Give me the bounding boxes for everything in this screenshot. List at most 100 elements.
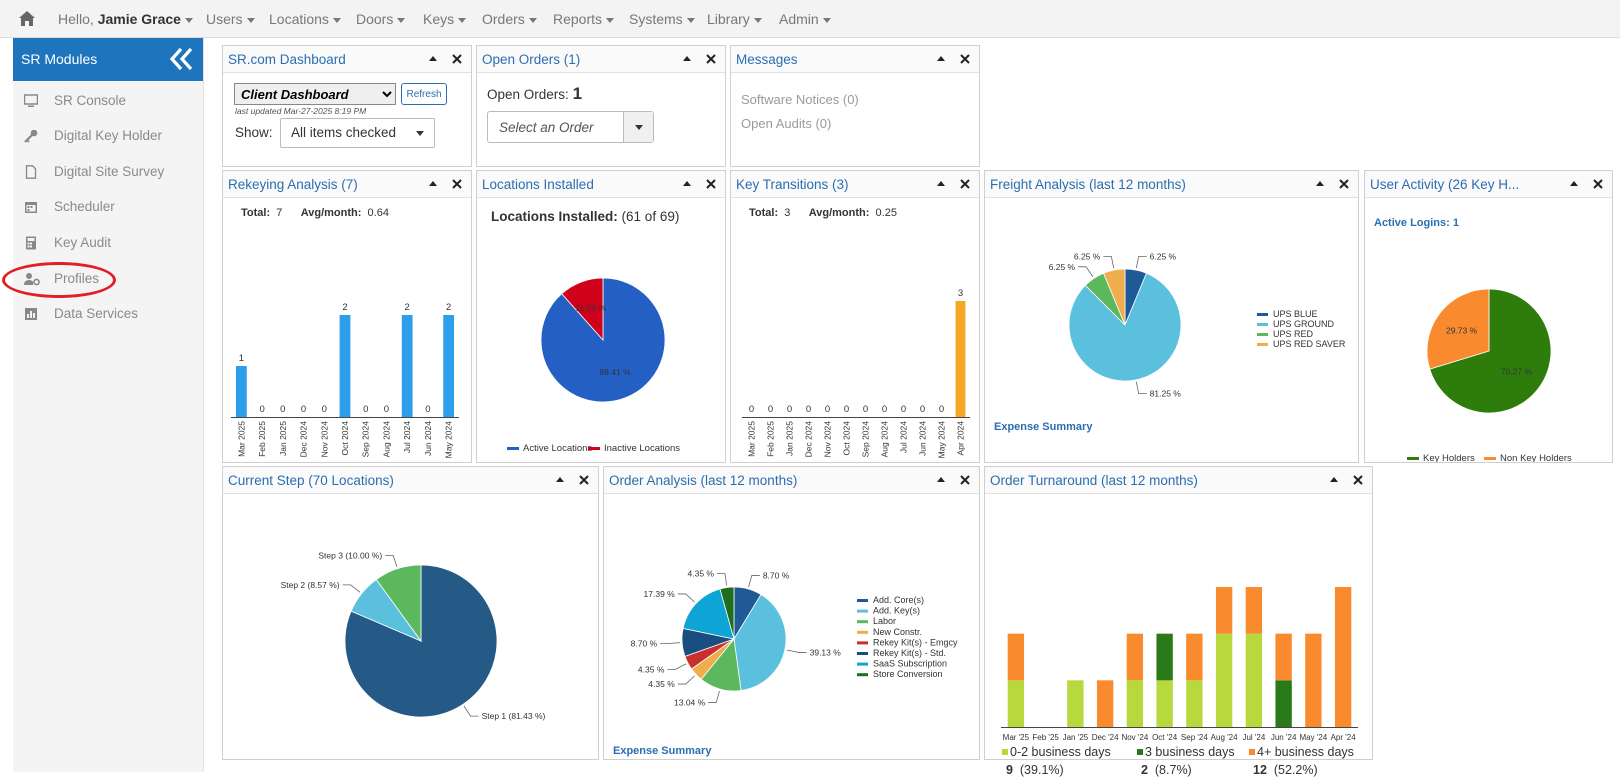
sidebar-item-digital-site-survey[interactable]: Digital Site Survey [13, 157, 204, 187]
stacked-bar-segment [1215, 587, 1233, 634]
open-audits-link[interactable]: Open Audits (0) [741, 116, 832, 131]
pie-slice [682, 588, 735, 640]
select-order-dropdown[interactable]: Select an Order [487, 111, 654, 143]
freight-expense-summary-link[interactable]: Expense Summary [994, 421, 1093, 433]
key-transitions-bar-chart: 0 Mar 2025 0 Feb 2025 0 Jan 2025 0 Dec 2024 0 Nov… [742, 288, 970, 458]
collapse-up-icon[interactable] [427, 178, 439, 190]
close-icon[interactable] [451, 53, 463, 65]
x-tick-label: Sep '24 [1181, 733, 1208, 742]
sidebar-item-sr-console[interactable]: SR Console [13, 86, 204, 116]
bar-value-label: 0 [920, 404, 925, 415]
slice-label: Step 3 (10.00 %) [318, 550, 382, 560]
collapse-up-icon[interactable] [681, 53, 693, 65]
collapse-up-icon[interactable] [935, 474, 947, 486]
collapse-up-icon[interactable] [1314, 178, 1326, 190]
slice-label: Step 2 (8.57 %) [281, 580, 340, 590]
pie-slice [375, 564, 422, 643]
open-orders-line: Open Orders: 1 [487, 84, 582, 104]
close-icon[interactable] [1592, 178, 1604, 190]
legend-label: Labor [873, 616, 896, 626]
x-tick-label: Jul 2024 [899, 421, 909, 453]
chevron-down-icon [397, 17, 406, 23]
close-icon[interactable] [959, 178, 971, 190]
greeting-text: Hello, [58, 11, 94, 27]
collapse-up-icon[interactable] [935, 53, 947, 65]
x-tick-label: May '24 [1299, 733, 1327, 742]
collapse-up-icon[interactable] [1568, 178, 1580, 190]
x-tick-label: Nov 2024 [319, 421, 329, 458]
locations-installed-heading: Locations Installed: [491, 209, 618, 224]
nav-menu-label: Admin [779, 11, 819, 27]
dashboard-select[interactable]: Client Dashboard [234, 83, 396, 105]
active-logins-link[interactable]: Active Logins: 1 [1374, 217, 1459, 229]
nav-menu-reports[interactable]: Reports [553, 0, 615, 38]
home-icon[interactable] [18, 10, 36, 27]
legend-label: SaaS Subscription [873, 659, 947, 669]
sidebar-item-digital-key-holder[interactable]: Digital Key Holder [13, 121, 204, 151]
slice-leader-line [708, 690, 720, 703]
show-dropdown[interactable]: All items checked [280, 118, 435, 148]
widget-title: Rekeying Analysis (7) [228, 177, 358, 192]
sidebar-header: SR Modules [13, 38, 203, 81]
bar [401, 315, 413, 417]
collapse-up-icon[interactable] [427, 53, 439, 65]
nav-menu-orders[interactable]: Orders [482, 0, 537, 38]
refresh-button[interactable]: Refresh [401, 83, 447, 105]
open-orders-label: Open Orders: [487, 87, 569, 102]
sidebar-item-data-services[interactable]: Data Services [13, 299, 204, 329]
chevron-down-icon [458, 17, 467, 23]
order-expense-summary-link[interactable]: Expense Summary [613, 745, 712, 757]
pie-slice [733, 594, 787, 691]
sidebar-item-scheduler[interactable]: Scheduler [13, 192, 204, 222]
user-menu[interactable]: Hello, Jamie Grace [58, 0, 193, 38]
widget-open-orders: Open Orders (1) Open Orders: 1 Select an… [476, 45, 726, 167]
slice-label: 81.25 % [1150, 389, 1182, 399]
rekeying-bar-chart: 1 Mar 2025 0 Feb 2025 0 Jan 2025 0 Dec 2024 0 Nov… [231, 302, 459, 458]
bar-value-label: 0 [259, 404, 264, 415]
x-tick-label: Aug '24 [1211, 733, 1238, 742]
legend-swatch [588, 447, 600, 450]
chart-icon [25, 308, 37, 320]
chevron-down-icon [528, 17, 537, 23]
order-analysis-pie-chart: 8.70 % 39.13 % 13.04 % 4.35 % 4.35 % 8.70 % 17… [631, 569, 958, 708]
close-icon[interactable] [705, 53, 717, 65]
dropdown-toggle[interactable] [623, 112, 653, 142]
nav-menu-keys[interactable]: Keys [423, 0, 467, 38]
slice-leader-line [667, 663, 687, 670]
sidebar-item-key-audit[interactable]: Key Audit [13, 228, 204, 258]
legend-swatch [857, 599, 868, 602]
widget-title: Freight Analysis (last 12 months) [990, 177, 1186, 192]
nav-menu-systems[interactable]: Systems [629, 0, 695, 38]
sidebar-title: SR Modules [21, 51, 98, 67]
close-icon[interactable] [959, 474, 971, 486]
close-icon[interactable] [1338, 178, 1350, 190]
nav-menu-label: Keys [423, 11, 455, 27]
nav-menu-library[interactable]: Library [707, 0, 762, 38]
sidebar: SR Modules SR Console Digital Key Holder… [2, 38, 204, 772]
nav-menu-users[interactable]: Users [206, 0, 255, 38]
widget-title: Messages [736, 52, 798, 67]
close-icon[interactable] [451, 178, 463, 190]
widget-title: Current Step (70 Locations) [228, 473, 394, 488]
nav-menu-locations[interactable]: Locations [269, 0, 341, 38]
collapse-up-icon[interactable] [554, 474, 566, 486]
bar-value-label: 0 [749, 404, 754, 415]
stacked-bar-segment [1186, 680, 1203, 727]
software-notices-link[interactable]: Software Notices (0) [741, 92, 859, 107]
user-activity-pie-chart: 70.27 % 29.73 % Key Holders Non Key Holders [1407, 288, 1572, 462]
collapse-up-icon[interactable] [1328, 474, 1340, 486]
pie-slice [719, 586, 735, 640]
widget-user-activity: User Activity (26 Key H... Active Logins… [1364, 170, 1613, 463]
close-icon[interactable] [578, 474, 590, 486]
close-icon[interactable] [959, 53, 971, 65]
close-icon[interactable] [1352, 474, 1364, 486]
double-chevron-left-icon[interactable] [169, 47, 195, 71]
nav-menu-doors[interactable]: Doors [356, 0, 406, 38]
collapse-up-icon[interactable] [681, 178, 693, 190]
collapse-up-icon[interactable] [935, 178, 947, 190]
close-icon[interactable] [705, 178, 717, 190]
nav-menu-admin[interactable]: Admin [779, 0, 831, 38]
legend-swatch [857, 641, 868, 645]
bar-value-label: 0 [901, 404, 906, 415]
slice-label: 13.04 % [674, 698, 706, 708]
